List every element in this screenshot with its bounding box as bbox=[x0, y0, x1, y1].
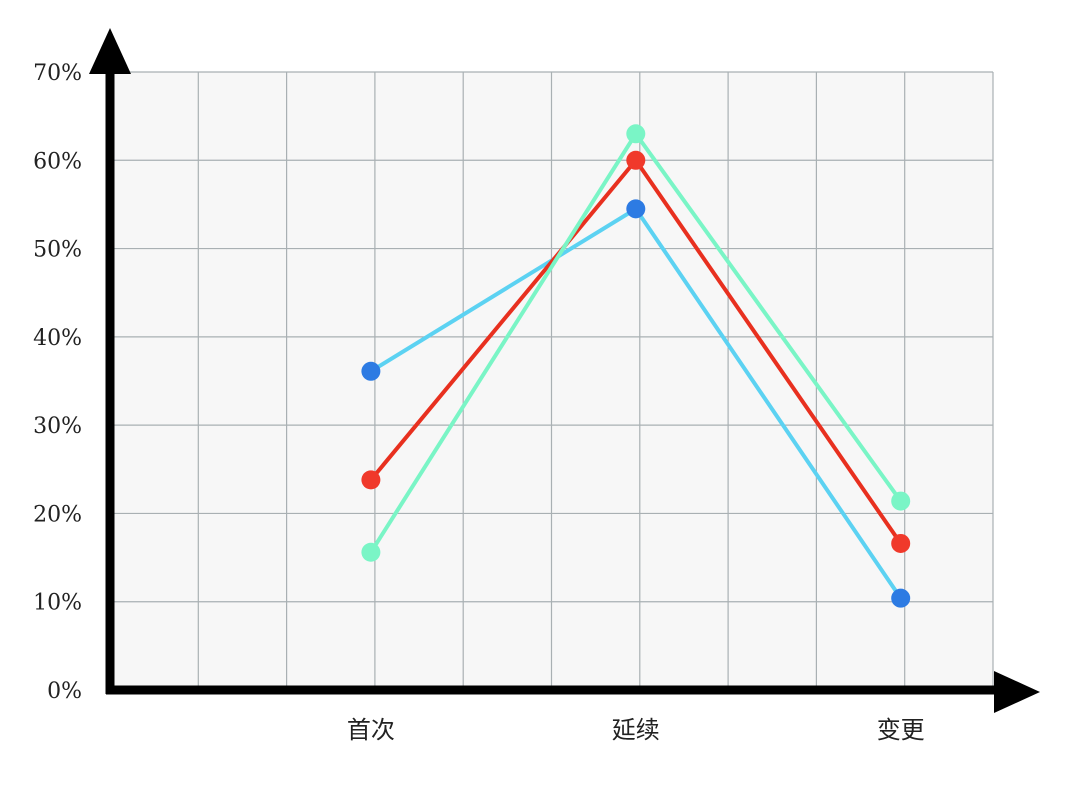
series-layer bbox=[361, 124, 911, 608]
y-tick-label: 70% bbox=[33, 61, 82, 86]
series-2 bbox=[361, 150, 911, 553]
grid bbox=[110, 71, 994, 690]
data-point bbox=[626, 150, 646, 170]
series-1 bbox=[361, 199, 911, 608]
data-point bbox=[361, 470, 381, 490]
series-3 bbox=[361, 124, 911, 562]
y-tick-label: 40% bbox=[33, 326, 82, 351]
x-category-label: 延续 bbox=[612, 716, 660, 744]
x-axis-arrow bbox=[994, 671, 1040, 713]
x-axis-categories: 首次 延续 变更 bbox=[347, 716, 925, 744]
y-tick-label: 20% bbox=[33, 502, 82, 527]
data-point bbox=[361, 542, 381, 562]
data-point bbox=[626, 124, 646, 144]
x-category-label: 变更 bbox=[877, 716, 925, 744]
y-axis-arrow bbox=[89, 28, 131, 74]
data-point bbox=[891, 533, 911, 553]
y-axis-ticks: 0% 10% 20% 30% 40% 50% 60% 70% bbox=[33, 61, 82, 704]
data-point bbox=[891, 588, 911, 608]
y-tick-label: 10% bbox=[33, 591, 82, 616]
x-category-label: 首次 bbox=[347, 716, 395, 744]
data-point bbox=[891, 491, 911, 511]
y-tick-label: 0% bbox=[47, 679, 82, 704]
data-point bbox=[626, 199, 646, 219]
y-tick-label: 30% bbox=[33, 414, 82, 439]
y-tick-label: 50% bbox=[33, 238, 82, 263]
y-tick-label: 60% bbox=[33, 149, 82, 174]
data-point bbox=[361, 361, 381, 381]
